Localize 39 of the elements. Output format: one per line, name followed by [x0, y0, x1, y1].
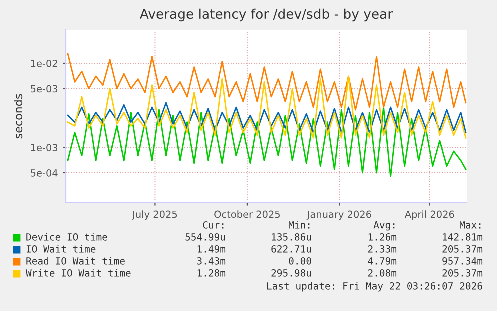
- line-series: [67, 106, 467, 178]
- legend-label: Read IO Wait time: [26, 257, 125, 265]
- text: Last update: Fri May 22 03:26:07 2026: [267, 282, 482, 292]
- legend-label: IO Wait time: [26, 245, 96, 253]
- text: Cur:: [203, 221, 224, 229]
- text: 142.81m: [443, 233, 483, 241]
- text: 1.28m: [198, 269, 226, 277]
- y-axis-title: seconds: [14, 94, 23, 139]
- y-tick-label: 1e-03: [31, 144, 58, 152]
- x-tick-label: October 2025: [214, 210, 280, 218]
- text: 1.49m: [198, 245, 226, 253]
- x-tick-label: April 2026: [404, 210, 454, 220]
- text: 622.71u: [272, 245, 312, 253]
- line-series: [67, 102, 467, 134]
- text: 1.26m: [368, 233, 397, 241]
- text: 554.99u: [186, 233, 226, 241]
- x-tick-label: January 2026: [306, 210, 372, 220]
- text: 3.43m: [197, 257, 226, 265]
- text: 2.08m: [368, 269, 397, 277]
- x-tick-label: July 2025: [132, 210, 178, 220]
- legend-label: Device IO time: [26, 233, 108, 241]
- chart-title: Average latency for /dev/sdb - by year: [140, 8, 394, 22]
- text: 957.34m: [442, 257, 483, 265]
- text: Max:: [460, 222, 481, 229]
- text: 2.33m: [368, 245, 397, 253]
- legend-label: Write IO Wait time: [26, 269, 131, 277]
- text: Avg:: [374, 222, 395, 231]
- text: 295.98u: [272, 269, 312, 277]
- text: 135.86u: [272, 233, 312, 241]
- y-tick-label: 5e-04: [31, 169, 58, 177]
- text: 4.79m: [368, 257, 397, 265]
- text: 205.37m: [442, 269, 483, 277]
- text: 205.37m: [442, 245, 483, 253]
- y-tick-label: 5e-03: [31, 85, 58, 93]
- line-series: [67, 76, 467, 139]
- text: Min:: [288, 221, 310, 229]
- y-tick-label: 1e-02: [31, 60, 58, 68]
- text: 0.00: [289, 257, 312, 265]
- line-series: [67, 53, 467, 111]
